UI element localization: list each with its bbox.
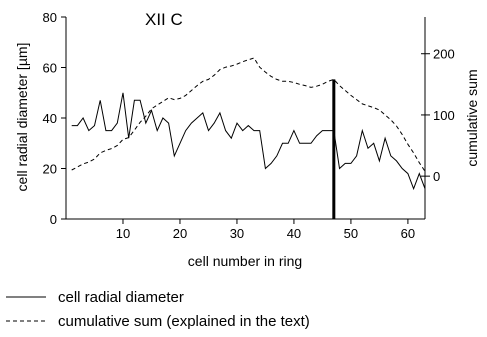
x-tick-label: 40 (287, 226, 301, 241)
legend: cell radial diameter cumulative sum (exp… (6, 289, 310, 330)
x-tick-label: 50 (344, 226, 358, 241)
series-layer (71, 57, 426, 219)
y-left-tick-label: 80 (43, 10, 57, 25)
y-left-tick-label: 20 (43, 162, 57, 177)
panel-label: XII C (145, 10, 183, 29)
y-axis-left-title: cell radial diameter [µm] (14, 43, 30, 192)
y-left-tick-label: 60 (43, 61, 57, 76)
y-right-tick-label: 200 (433, 47, 455, 62)
series-line-cumulative-sum (71, 57, 426, 172)
legend-label-diameter: cell radial diameter (58, 289, 184, 306)
y-axis-right-title: cumulative sum (464, 69, 480, 166)
x-tick-label: 30 (230, 226, 244, 241)
x-tick-label: 60 (401, 226, 415, 241)
y-right-tick-label: 100 (433, 108, 455, 123)
ticks-layer: 10 20 30 40 50 60 0 20 40 60 80 0 100 200 (43, 10, 455, 241)
x-axis-title: cell number in ring (188, 253, 302, 269)
x-tick-label: 20 (173, 226, 187, 241)
y-left-tick-label: 0 (50, 212, 57, 227)
x-tick-label: 10 (116, 226, 130, 241)
legend-label-cumsum: cumulative sum (explained in the text) (58, 313, 310, 330)
y-right-tick-label: 0 (433, 169, 440, 184)
y-left-tick-label: 40 (43, 111, 57, 126)
series-line-diameter (71, 92, 426, 191)
